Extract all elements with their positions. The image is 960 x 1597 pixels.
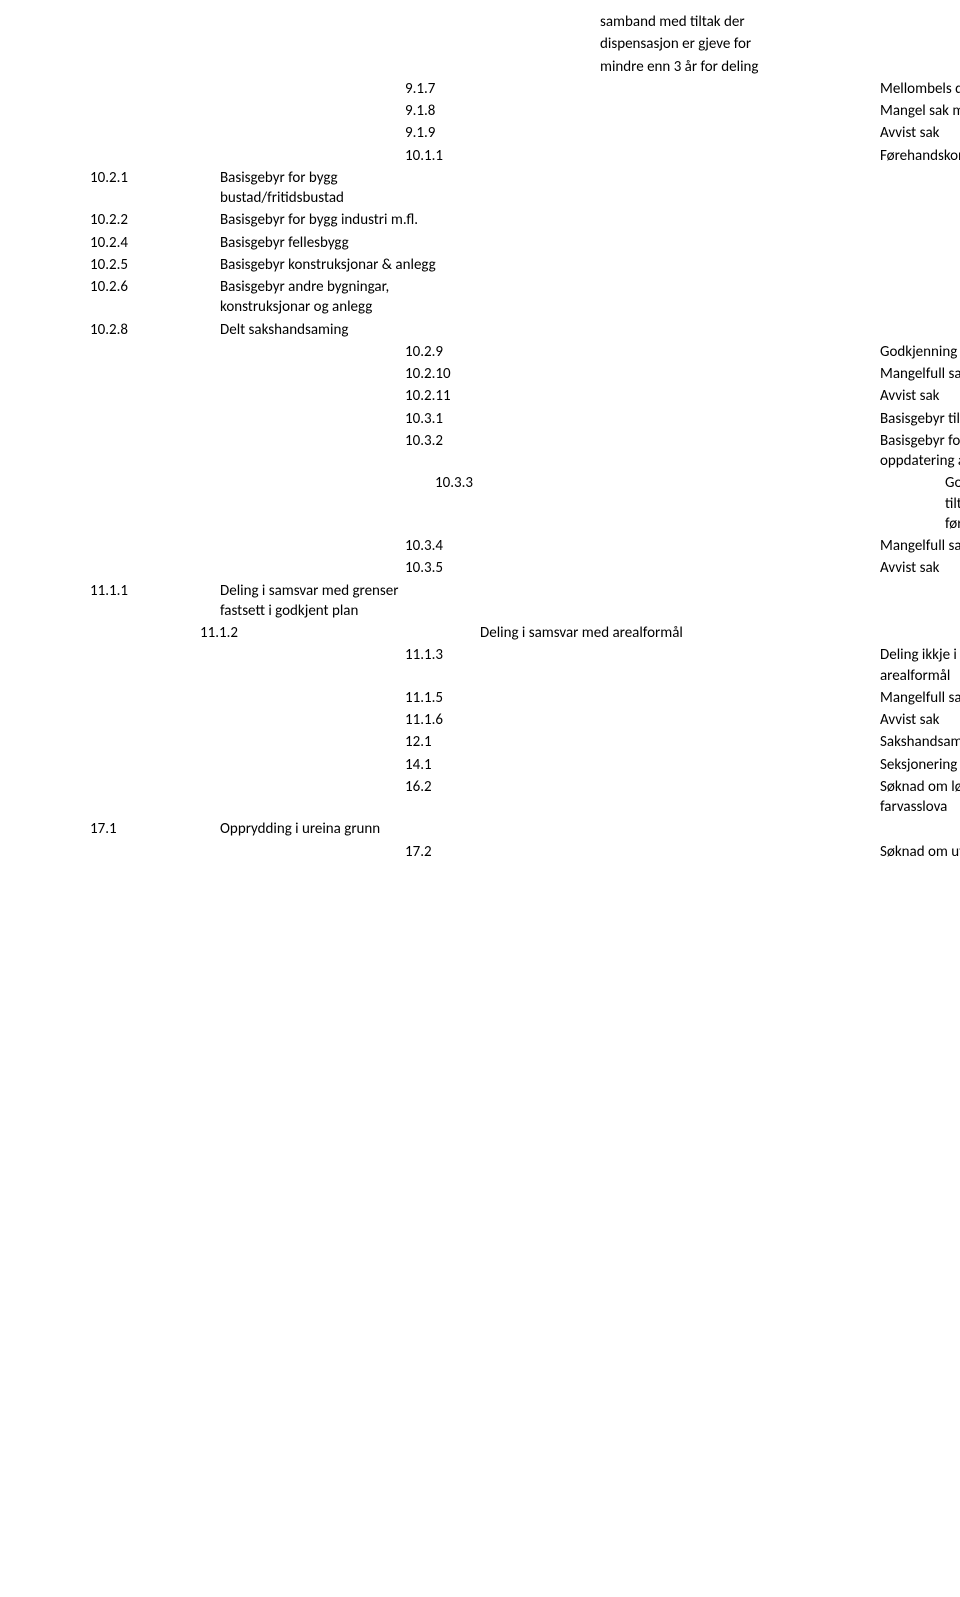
list-item: 10.3.1 Basisgebyr tiltak utan ansvarsret… (90, 409, 870, 429)
item-number: 10.3.5 (90, 558, 880, 578)
item-number: 10.3.2 (90, 431, 880, 451)
item-text: Mangelfull sak m/melding til søkjar (880, 536, 960, 556)
item-text: Godkjenning av ansvarsrett (der tiltaksh… (945, 473, 960, 534)
lead-line: samband med tiltak der (90, 12, 870, 32)
item-number: 10.3.3 (90, 473, 945, 493)
list-item: 10.3.2 Basisgebyr for saker som ikkje kr… (90, 431, 870, 472)
item-text: Avvist sak (880, 123, 960, 143)
item-text: Søknad om utslepp (880, 842, 960, 862)
list-item: 10.2.5 Basisgebyr konstruksjonar & anleg… (90, 255, 870, 275)
list-item: 12.1 Sakshandsaming ulovleg tiltak (90, 732, 870, 752)
list-item: 11.1.6 Avvist sak (90, 710, 870, 730)
list-item: 11.1.5 Mangelfull sak m/melding til søkj… (90, 688, 870, 708)
item-number: 12.1 (90, 732, 880, 752)
item-number: 11.1.6 (90, 710, 880, 730)
item-number: 11.1.3 (90, 645, 880, 665)
item-text: Basisgebyr tiltak utan ansvarsrett (880, 409, 960, 429)
list-item: 11.1.1 Deling i samsvar med grenser fast… (90, 581, 870, 622)
item-number: 9.1.7 (90, 79, 880, 99)
item-text: Mangelfull sak m/melding til søkjar (880, 688, 960, 708)
document-page: samband med tiltak der dispensasjon er g… (0, 0, 960, 904)
item-text: Avvist sak (880, 710, 960, 730)
item-number: 17.1 (90, 819, 220, 839)
item-text: Basisgebyr for bygg industri m.fl. (220, 210, 440, 230)
lead-text: samband med tiltak der (600, 12, 820, 32)
list-item: 10.1.1 Førehandskonferanse (90, 146, 870, 166)
item-text: Sakshandsaming ulovleg tiltak (880, 732, 960, 752)
list-item: 17.1 Opprydding i ureina grunn (90, 819, 870, 839)
item-number: 11.1.5 (90, 688, 880, 708)
list-item: 10.2.9 Godkjenning av ansvarsrett (90, 342, 870, 362)
item-text: Avvist sak (880, 558, 960, 578)
list-item: 10.2.6 Basisgebyr andre bygningar, konst… (90, 277, 870, 318)
list-item: 10.2.10 Mangelfull sak (90, 364, 870, 384)
item-number: 10.1.1 (90, 146, 880, 166)
item-text: Godkjenning av ansvarsrett (880, 342, 960, 362)
item-number: 9.1.9 (90, 123, 880, 143)
item-number: 9.1.8 (90, 101, 880, 121)
list-item: 11.1.3 Deling ikkje i samsvar med arealf… (90, 645, 870, 686)
list-item: 10.2.8 Delt sakshandsaming (90, 320, 870, 340)
item-number: 17.2 (90, 842, 880, 862)
list-item: 9.1.9 Avvist sak (90, 123, 870, 143)
item-number: 10.2.2 (90, 210, 220, 230)
lead-line: mindre enn 3 år for deling (90, 57, 870, 77)
item-text: Mangelfull sak (880, 364, 960, 384)
item-number: 10.2.11 (90, 386, 880, 406)
item-text: Søknad om løyve etter hamne- og farvassl… (880, 777, 960, 818)
list-item: 10.3.5 Avvist sak (90, 558, 870, 578)
item-text: Basisgebyr andre bygningar, konstruksjon… (220, 277, 440, 318)
item-number: 10.2.10 (90, 364, 880, 384)
lead-line: dispensasjon er gjeve for (90, 34, 870, 54)
item-number: 10.2.6 (90, 277, 220, 297)
list-item: 9.1.8 Mangel sak m/melding til søkjar (90, 101, 870, 121)
list-item: 10.3.3 Godkjenning av ansvarsrett (der t… (90, 473, 870, 534)
item-text: Basisgebyr for saker som ikkje krev oppd… (880, 431, 960, 472)
item-number: 10.2.1 (90, 168, 220, 188)
item-text: Deling ikkje i samsvar med arealformål (880, 645, 960, 686)
list-item: 14.1 Seksjonering (90, 755, 870, 775)
item-number: 10.3.1 (90, 409, 880, 429)
item-text: Mellombels dispensasjon (880, 79, 960, 99)
list-item: 10.2.4 Basisgebyr fellesbygg (90, 233, 870, 253)
item-number: 16.2 (90, 777, 880, 797)
item-number: 11.1.2 (90, 623, 480, 643)
list-item: 10.3.4 Mangelfull sak m/melding til søkj… (90, 536, 870, 556)
list-item: 10.2.1 Basisgebyr for bygg bustad/fritid… (90, 168, 870, 209)
item-text: Basisgebyr konstruksjonar & anlegg (220, 255, 440, 275)
lead-text: mindre enn 3 år for deling (600, 57, 820, 77)
list-item: 10.2.11 Avvist sak (90, 386, 870, 406)
item-text: Deling i samsvar med arealformål (480, 623, 700, 643)
item-number: 11.1.1 (90, 581, 220, 601)
item-number: 10.3.4 (90, 536, 880, 556)
lead-text: dispensasjon er gjeve for (600, 34, 820, 54)
item-text: Deling i samsvar med grenser fastsett i … (220, 581, 440, 622)
item-number: 10.2.8 (90, 320, 220, 340)
item-text: Førehandskonferanse (880, 146, 960, 166)
item-text: Mangel sak m/melding til søkjar (880, 101, 960, 121)
item-text: Delt sakshandsaming (220, 320, 440, 340)
list-item: 9.1.7 Mellombels dispensasjon (90, 79, 870, 99)
item-number: 14.1 (90, 755, 880, 775)
list-item: 10.2.2 Basisgebyr for bygg industri m.fl… (90, 210, 870, 230)
list-item: 17.2 Søknad om utslepp (90, 842, 870, 862)
item-number: 10.2.4 (90, 233, 220, 253)
list-item: 11.1.2 Deling i samsvar med arealformål (90, 623, 870, 643)
item-text: Opprydding i ureina grunn (220, 819, 440, 839)
item-text: Basisgebyr fellesbygg (220, 233, 440, 253)
item-text: Seksjonering (880, 755, 960, 775)
item-number: 10.2.9 (90, 342, 880, 362)
item-text: Avvist sak (880, 386, 960, 406)
item-number: 10.2.5 (90, 255, 220, 275)
item-text: Basisgebyr for bygg bustad/fritidsbustad (220, 168, 440, 209)
list-item: 16.2 Søknad om løyve etter hamne- og far… (90, 777, 870, 818)
